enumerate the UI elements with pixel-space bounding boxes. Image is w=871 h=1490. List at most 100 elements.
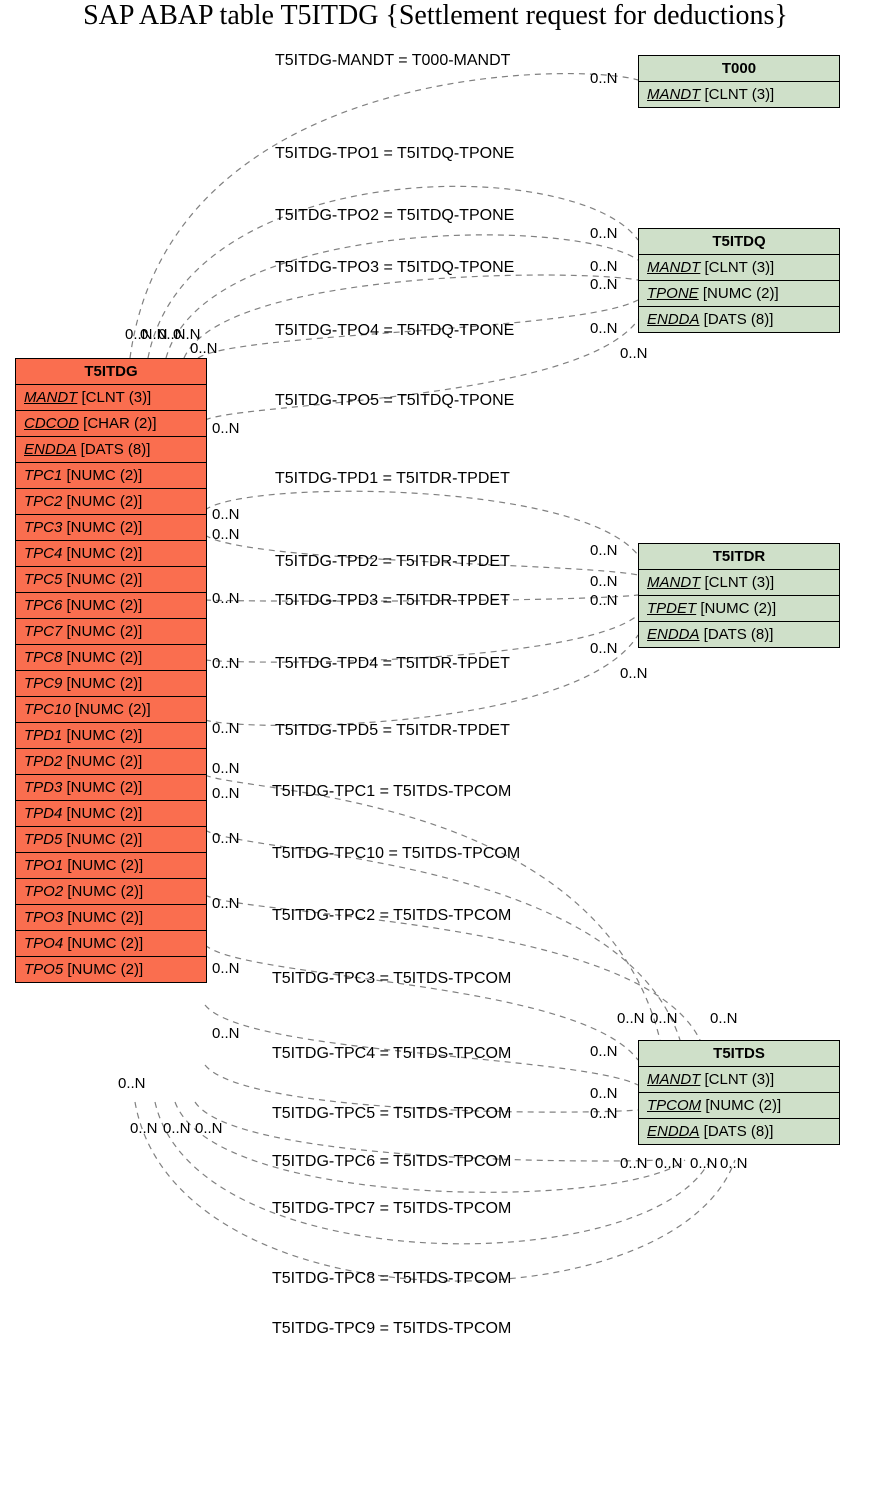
cardinality-label: 0..N xyxy=(617,1010,645,1027)
cardinality-label: 0..N xyxy=(590,1105,618,1122)
cardinality-label: 0..N xyxy=(590,1085,618,1102)
table-field: TPC10 [NUMC (2)] xyxy=(16,697,206,723)
table-field: TPO2 [NUMC (2)] xyxy=(16,879,206,905)
cardinality-label: 0..N xyxy=(163,1120,191,1137)
cardinality-label: 0..N xyxy=(590,542,618,559)
cardinality-label: 0..N xyxy=(212,1025,240,1042)
table-T5ITDS: T5ITDSMANDT [CLNT (3)]TPCOM [NUMC (2)]EN… xyxy=(638,1040,840,1145)
cardinality-label: 0..N xyxy=(650,1010,678,1027)
table-field: TPO5 [NUMC (2)] xyxy=(16,957,206,982)
table-field: TPC8 [NUMC (2)] xyxy=(16,645,206,671)
cardinality-label: 0..N xyxy=(620,665,648,682)
cardinality-label: 0..N xyxy=(590,592,618,609)
table-field: TPD3 [NUMC (2)] xyxy=(16,775,206,801)
cardinality-label: 0..N xyxy=(212,895,240,912)
table-field: TPC1 [NUMC (2)] xyxy=(16,463,206,489)
relation-label: T5ITDG-TPD5 = T5ITDR-TPDET xyxy=(275,722,510,740)
relation-label: T5ITDG-TPO3 = T5ITDQ-TPONE xyxy=(275,259,514,277)
cardinality-label: 0..N xyxy=(212,506,240,523)
table-field: TPD2 [NUMC (2)] xyxy=(16,749,206,775)
cardinality-label: 0..N xyxy=(212,655,240,672)
table-field: ENDDA [DATS (8)] xyxy=(639,307,839,332)
table-field: TPD4 [NUMC (2)] xyxy=(16,801,206,827)
table-T5ITDR: T5ITDRMANDT [CLNT (3)]TPDET [NUMC (2)]EN… xyxy=(638,543,840,648)
table-field: MANDT [CLNT (3)] xyxy=(639,570,839,596)
table-field: ENDDA [DATS (8)] xyxy=(639,622,839,647)
cardinality-label: 0..N xyxy=(690,1155,718,1172)
table-field: ENDDA [DATS (8)] xyxy=(16,437,206,463)
relation-label: T5ITDG-TPC4 = T5ITDS-TPCOM xyxy=(272,1045,511,1063)
table-field: MANDT [CLNT (3)] xyxy=(639,82,839,107)
table-T5ITDQ: T5ITDQMANDT [CLNT (3)]TPONE [NUMC (2)]EN… xyxy=(638,228,840,333)
relation-label: T5ITDG-TPC3 = T5ITDS-TPCOM xyxy=(272,970,511,988)
cardinality-label: 0..N xyxy=(212,420,240,437)
table-header: T5ITDR xyxy=(639,544,839,570)
cardinality-label: 0..N xyxy=(212,760,240,777)
cardinality-label: 0..N xyxy=(720,1155,748,1172)
table-field: TPC3 [NUMC (2)] xyxy=(16,515,206,541)
table-field: MANDT [CLNT (3)] xyxy=(16,385,206,411)
cardinality-label: 0..N xyxy=(590,1043,618,1060)
page-title: SAP ABAP table T5ITDG {Settlement reques… xyxy=(0,0,871,32)
relation-label: T5ITDG-TPD2 = T5ITDR-TPDET xyxy=(275,553,510,571)
table-header: T5ITDQ xyxy=(639,229,839,255)
cardinality-label: 0..N xyxy=(590,320,618,337)
table-field: TPC6 [NUMC (2)] xyxy=(16,593,206,619)
cardinality-label: 0..N xyxy=(590,225,618,242)
table-T5ITDG: T5ITDGMANDT [CLNT (3)]CDCOD [CHAR (2)]EN… xyxy=(15,358,207,983)
relation-label: T5ITDG-TPC8 = T5ITDS-TPCOM xyxy=(272,1270,511,1288)
cardinality-label: 0..N xyxy=(190,340,218,357)
cardinality-label: 0..N xyxy=(212,960,240,977)
cardinality-label: 0..N xyxy=(620,1155,648,1172)
table-field: TPC5 [NUMC (2)] xyxy=(16,567,206,593)
relation-label: T5ITDG-TPD4 = T5ITDR-TPDET xyxy=(275,655,510,673)
relation-label: T5ITDG-TPO5 = T5ITDQ-TPONE xyxy=(275,392,514,410)
table-field: TPC2 [NUMC (2)] xyxy=(16,489,206,515)
table-field: TPC7 [NUMC (2)] xyxy=(16,619,206,645)
cardinality-label: 0..N xyxy=(118,1075,146,1092)
cardinality-label: 0..N xyxy=(590,640,618,657)
relation-label: T5ITDG-TPC6 = T5ITDS-TPCOM xyxy=(272,1153,511,1171)
cardinality-label: 0..N xyxy=(620,345,648,362)
cardinality-label: 0..N xyxy=(212,785,240,802)
cardinality-label: 0..N xyxy=(590,573,618,590)
table-field: TPO1 [NUMC (2)] xyxy=(16,853,206,879)
relation-label: T5ITDG-TPO1 = T5ITDQ-TPONE xyxy=(275,145,514,163)
relation-label: T5ITDG-TPD1 = T5ITDR-TPDET xyxy=(275,470,510,488)
table-field: ENDDA [DATS (8)] xyxy=(639,1119,839,1144)
cardinality-label: 0..N xyxy=(590,70,618,87)
cardinality-label: 0..N xyxy=(212,720,240,737)
table-header: T5ITDS xyxy=(639,1041,839,1067)
cardinality-label: 0..N xyxy=(195,1120,223,1137)
cardinality-label: 0..N xyxy=(212,830,240,847)
table-field: TPO3 [NUMC (2)] xyxy=(16,905,206,931)
table-field: TPC9 [NUMC (2)] xyxy=(16,671,206,697)
cardinality-label: 0..N xyxy=(655,1155,683,1172)
table-field: TPC4 [NUMC (2)] xyxy=(16,541,206,567)
table-T000: T000MANDT [CLNT (3)] xyxy=(638,55,840,108)
cardinality-label: 0..N xyxy=(212,526,240,543)
table-field: TPD1 [NUMC (2)] xyxy=(16,723,206,749)
table-header: T5ITDG xyxy=(16,359,206,385)
relation-label: T5ITDG-TPD3 = T5ITDR-TPDET xyxy=(275,592,510,610)
table-field: TPDET [NUMC (2)] xyxy=(639,596,839,622)
cardinality-label: 0..N xyxy=(212,590,240,607)
relation-label: T5ITDG-TPC1 = T5ITDS-TPCOM xyxy=(272,783,511,801)
table-field: MANDT [CLNT (3)] xyxy=(639,1067,839,1093)
table-field: TPCOM [NUMC (2)] xyxy=(639,1093,839,1119)
relation-label: T5ITDG-TPO2 = T5ITDQ-TPONE xyxy=(275,207,514,225)
cardinality-label: 0..N xyxy=(590,276,618,293)
cardinality-label: 0..N xyxy=(130,1120,158,1137)
relation-label: T5ITDG-TPC9 = T5ITDS-TPCOM xyxy=(272,1320,511,1338)
relation-label: T5ITDG-TPO4 = T5ITDQ-TPONE xyxy=(275,322,514,340)
relation-label: T5ITDG-TPC10 = T5ITDS-TPCOM xyxy=(272,845,520,863)
relation-label: T5ITDG-TPC7 = T5ITDS-TPCOM xyxy=(272,1200,511,1218)
table-field: TPD5 [NUMC (2)] xyxy=(16,827,206,853)
relation-label: T5ITDG-TPC2 = T5ITDS-TPCOM xyxy=(272,907,511,925)
table-header: T000 xyxy=(639,56,839,82)
table-field: MANDT [CLNT (3)] xyxy=(639,255,839,281)
cardinality-label: 0..N xyxy=(590,258,618,275)
table-field: CDCOD [CHAR (2)] xyxy=(16,411,206,437)
relation-label: T5ITDG-MANDT = T000-MANDT xyxy=(275,52,510,70)
cardinality-label: 0..N xyxy=(710,1010,738,1027)
